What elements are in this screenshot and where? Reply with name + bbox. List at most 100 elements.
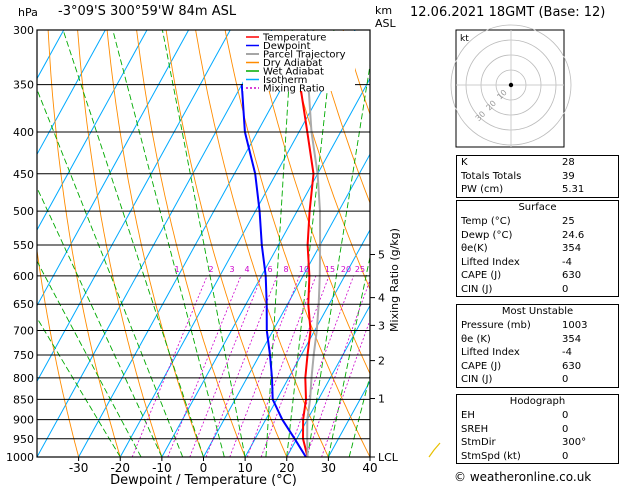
- surface-label: Dewp (°C): [461, 229, 513, 241]
- hodo-row: EH 0: [457, 409, 618, 423]
- unstable-row: Lifted Index -4: [457, 346, 618, 360]
- surface-label: θe(K): [461, 243, 488, 254]
- wet-adiabat: [348, 374, 370, 457]
- surface-block: Surface Temp (°C) 25 Dewp (°C) 24.6 θe(K) 354…: [456, 200, 619, 297]
- dry-adiabat: [313, 30, 370, 205]
- pressure-tick-label: 500: [13, 205, 34, 218]
- dry-adiabat: [77, 30, 163, 457]
- unstable-value: 1003: [562, 320, 588, 331]
- x-tick-label: -20: [110, 461, 130, 475]
- surface-row: Dewp (°C) 24.6: [457, 229, 618, 243]
- index-row: K 28: [457, 156, 618, 170]
- mixing-ratio-label: 6: [267, 265, 272, 274]
- hodograph-block: Hodograph EH 0 SREH 0 StmDir 300° StmSpd (kt) 0: [456, 394, 619, 464]
- unstable-row: CAPE (J) 630: [457, 360, 618, 374]
- unstable-label: CAPE (J): [461, 360, 502, 372]
- index-value: 28: [562, 157, 575, 168]
- hodograph-unit-label: kt: [460, 34, 469, 44]
- hodo-value: 300°: [562, 437, 587, 448]
- pressure-tick-label: 650: [13, 298, 34, 311]
- mixing-ratio-label: 3: [229, 265, 234, 274]
- km-tick-label: 2: [378, 355, 385, 368]
- isotherm-line: [161, 77, 370, 457]
- unstable-label: θe (K): [461, 333, 491, 345]
- hodograph-title: Hodograph: [509, 396, 566, 407]
- hodo-value: 0: [562, 450, 569, 462]
- surface-label: Lifted Index: [461, 256, 520, 268]
- wet-adiabat: [37, 186, 163, 457]
- pressure-tick-label: 850: [13, 393, 34, 406]
- x-tick-label: 40: [362, 461, 377, 475]
- footer-credit: © weatheronline.co.uk: [454, 470, 592, 484]
- surface-row: CAPE (J) 630: [457, 269, 618, 283]
- surface-label: CAPE (J): [461, 270, 502, 281]
- indices-block: K 28 Totals Totals 39 PW (cm) 5.31: [456, 155, 619, 198]
- pressure-tick-label: 600: [13, 270, 34, 283]
- legend-label: Wet Adiabat: [263, 67, 324, 78]
- surface-row: Temp (°C) 25: [457, 215, 618, 229]
- unstable-row: CIN (J) 0: [457, 373, 618, 387]
- hpa-label: hPa: [18, 6, 38, 19]
- mixing-ratio-label: 8: [283, 265, 288, 274]
- hodo-row: StmSpd (kt) 0: [457, 450, 618, 464]
- mixing-ratio-line: [306, 278, 370, 457]
- unstable-value: 630: [562, 360, 582, 372]
- km-tick-label: 4: [378, 292, 385, 305]
- wet-adiabat: [161, 30, 246, 457]
- index-row: Totals Totals 39: [457, 170, 618, 184]
- index-value: 5.31: [562, 184, 585, 195]
- pressure-tick-label: 400: [13, 126, 34, 139]
- index-label: Totals Totals: [461, 170, 522, 182]
- hodo-label: EH: [461, 410, 475, 421]
- hodo-row: StmDir 300°: [457, 436, 618, 450]
- legend-bg: [243, 31, 355, 91]
- pressure-tick-label: 550: [13, 239, 34, 252]
- mixing-ratio-label: 1: [174, 265, 179, 274]
- mixing-ratio-label: 15: [325, 265, 335, 274]
- x-tick-label: -10: [152, 461, 172, 475]
- surface-value: 630: [562, 270, 582, 281]
- mixing-ratio-label: 10: [299, 265, 309, 274]
- dry-adiabat: [283, 30, 370, 291]
- isotherm-line: [286, 304, 370, 457]
- hodo-label: StmSpd (kt): [461, 450, 521, 462]
- wet-adiabat: [37, 88, 184, 457]
- surface-value: 25: [562, 216, 575, 227]
- mixing-ratio-label: 25: [355, 265, 365, 274]
- index-value: 39: [562, 170, 575, 182]
- hodo-value: 0: [562, 423, 569, 435]
- unstable-value: 354: [562, 333, 582, 345]
- x-tick-label: 20: [279, 461, 294, 475]
- asl-label: ASL: [375, 17, 396, 30]
- unstable-label: Pressure (mb): [461, 320, 531, 331]
- unstable-row: θe (K) 354: [457, 333, 618, 347]
- unstable-value: -4: [562, 347, 572, 358]
- mixing-ratio-line: [167, 275, 242, 457]
- surface-value: 354: [562, 243, 582, 254]
- km-tick-label: LCL: [378, 451, 399, 464]
- isotherm-line: [244, 228, 370, 457]
- index-label: PW (cm): [461, 184, 504, 195]
- km-tick-label: 5: [378, 249, 385, 262]
- pressure-tick-label: 750: [13, 349, 34, 362]
- hodograph-storm-dot: [508, 82, 514, 88]
- surface-value: 24.6: [562, 229, 585, 241]
- hodo-value: 0: [562, 410, 569, 421]
- isotherm-line: [37, 30, 148, 231]
- x-tick-label: 30: [321, 461, 336, 475]
- pressure-tick-label: 450: [13, 168, 34, 181]
- pressure-tick-label: 700: [13, 325, 34, 338]
- mixing-ratio-label: 4: [244, 265, 249, 274]
- km-tick-label: 3: [378, 319, 385, 332]
- x-axis-label: Dewpoint / Temperature (°C): [110, 473, 297, 486]
- index-row: PW (cm) 5.31: [457, 183, 618, 197]
- hodo-row: SREH 0: [457, 423, 618, 437]
- unstable-title: Most Unstable: [501, 306, 574, 317]
- wind-barb-icon: [428, 442, 441, 458]
- unstable-label: CIN (J): [461, 374, 493, 385]
- legend-label: Dry Adiabat: [263, 58, 322, 69]
- pressure-tick-label: 1000: [6, 451, 34, 464]
- pressure-tick-label: 300: [13, 24, 34, 37]
